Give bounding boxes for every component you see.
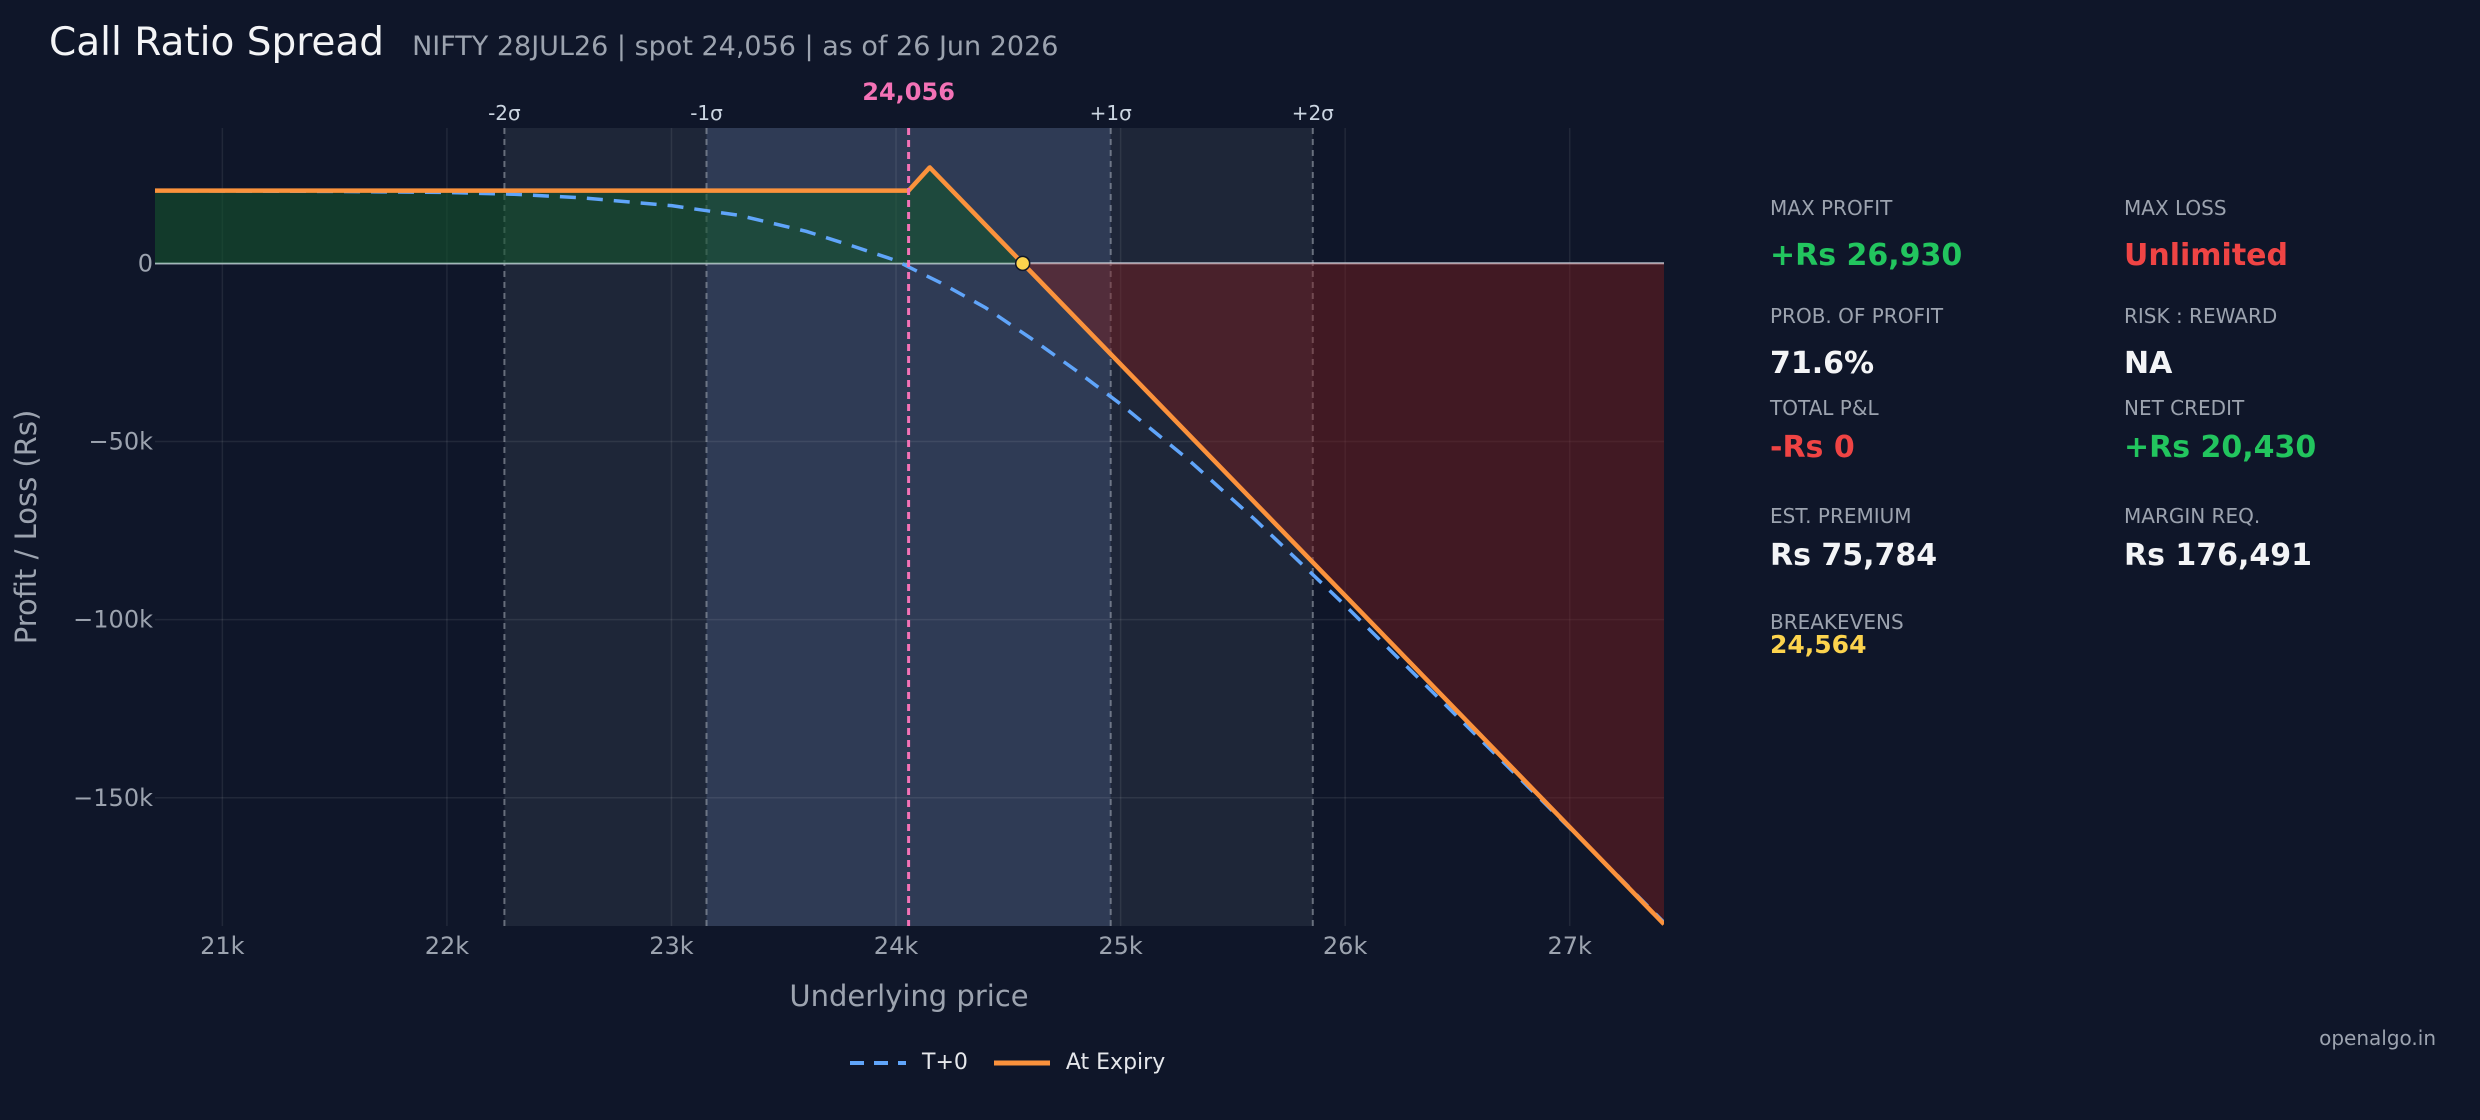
watermark: openalgo.in — [2319, 1026, 2436, 1050]
x-tick-label: 26k — [1323, 932, 1368, 960]
sigma-label: +2σ — [1292, 101, 1334, 125]
sigma-label: -1σ — [690, 101, 723, 125]
breakeven-marker — [1014, 255, 1031, 272]
y-tick-label: −50k — [88, 428, 153, 456]
y-tick-label: −100k — [73, 606, 153, 634]
x-tick-label: 27k — [1547, 932, 1592, 960]
title-row: Call Ratio Spread NIFTY 28JUL26 | spot 2… — [49, 20, 1058, 80]
x-tick-label: 23k — [649, 932, 694, 960]
t0-line — [155, 188, 1664, 924]
expiry-line — [155, 165, 1664, 926]
x-tick-label: 21k — [200, 932, 245, 960]
y-tick-label: −150k — [73, 784, 153, 812]
legend-swatch-t0 — [850, 1060, 906, 1065]
y-tick-label: 0 — [138, 249, 153, 277]
legend-swatch-expiry — [993, 1060, 1050, 1065]
sigma-label: -2σ — [488, 101, 521, 125]
y-axis-title: Profit / Loss (Rs) — [9, 410, 43, 645]
legend-item-expiry[interactable]: At Expiry — [992, 1050, 1165, 1075]
legend: T+0 At Expiry — [848, 1050, 1189, 1075]
x-tick-label: 25k — [1098, 932, 1143, 960]
x-axis-title: Underlying price — [789, 979, 1028, 1013]
x-tick-label: 22k — [425, 932, 470, 960]
x-tick-label: 24k — [874, 932, 919, 960]
legend-label-expiry: At Expiry — [1065, 1050, 1166, 1075]
page-title: Call Ratio Spread — [49, 20, 385, 65]
legend-label-t0: T+0 — [922, 1050, 968, 1075]
page-subtitle: NIFTY 28JUL26 | spot 24,056 | as of 26 J… — [412, 31, 1059, 62]
spot-label: 24,056 — [862, 78, 955, 106]
legend-item-t0[interactable]: T+0 — [848, 1050, 968, 1075]
sigma-label: +1σ — [1090, 101, 1132, 125]
